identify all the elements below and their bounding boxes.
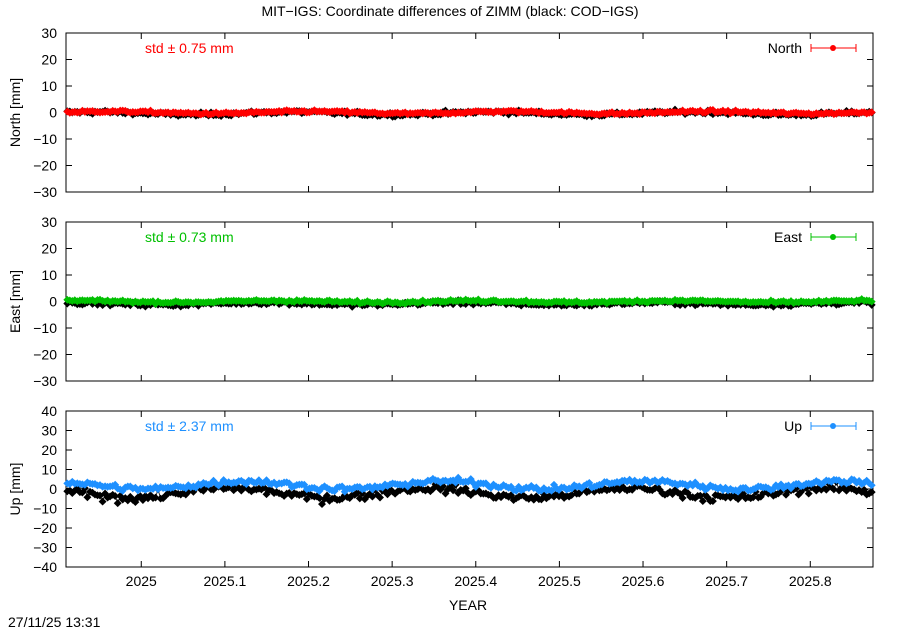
y-tick-label: 0 bbox=[49, 481, 57, 497]
legend-label: East bbox=[774, 229, 802, 245]
y-tick-label: −20 bbox=[33, 347, 57, 363]
y-tick-label: 40 bbox=[41, 403, 57, 419]
data-point bbox=[315, 494, 324, 502]
std-label: std ± 0.75 mm bbox=[145, 40, 234, 56]
panel-east: −30 −20 −10 0 10 20 30 East [mm] std ± 0.73 mm Ea… bbox=[7, 214, 876, 389]
y-tick-label: 30 bbox=[41, 423, 57, 439]
timestamp: 27/11/25 13:31 bbox=[8, 614, 101, 630]
legend-marker bbox=[830, 234, 836, 240]
data-point bbox=[867, 488, 876, 497]
y-tick-label: 30 bbox=[41, 25, 57, 41]
data-point bbox=[708, 497, 717, 506]
std-label: std ± 2.37 mm bbox=[145, 418, 234, 434]
y-tick-label: 30 bbox=[41, 214, 57, 230]
y-tick-label: 20 bbox=[41, 241, 57, 257]
y-tick-label: −30 bbox=[33, 373, 57, 389]
x-tick-label: 2025.5 bbox=[538, 573, 581, 589]
data-point bbox=[804, 489, 813, 498]
y-tick-label: 10 bbox=[41, 462, 57, 478]
panel-up: −40 −30 −20 −10 0 10 20 30 40 Up [mm] std ± 2.37 m… bbox=[7, 403, 876, 575]
x-axis-ticks: 2025 2025.1 2025.2 2025.3 2025.4 2025.5 2025.6… bbox=[126, 573, 832, 589]
y-tick-label: −20 bbox=[33, 520, 57, 536]
x-tick-label: 2025.3 bbox=[371, 573, 414, 589]
data-point bbox=[698, 497, 707, 506]
panels: −30 −20 −10 0 10 20 30 North [mm] std ± 0.75 mm N… bbox=[7, 25, 876, 575]
data-point bbox=[151, 493, 160, 502]
series-mit-igs bbox=[63, 105, 876, 119]
legend-label: North bbox=[768, 40, 802, 56]
y-tick-label: −10 bbox=[33, 131, 57, 147]
legend: Up bbox=[784, 418, 857, 434]
chart-title: MIT−IGS: Coordinate differences of ZIMM … bbox=[261, 3, 638, 19]
y-tick-label: 10 bbox=[41, 78, 57, 94]
x-tick-label: 2025.7 bbox=[705, 573, 748, 589]
series-mit-igs bbox=[63, 473, 876, 496]
x-tick-label: 2025.8 bbox=[789, 573, 832, 589]
x-tick-label: 2025.4 bbox=[454, 573, 497, 589]
y-tick-label: −30 bbox=[33, 540, 57, 556]
x-tick-label: 2025.2 bbox=[287, 573, 330, 589]
y-tick-label: 0 bbox=[49, 294, 57, 310]
legend-marker bbox=[830, 45, 836, 51]
data-point bbox=[867, 297, 876, 306]
legend-label: Up bbox=[784, 418, 802, 434]
data-point bbox=[829, 485, 838, 494]
y-tick-label: 20 bbox=[41, 442, 57, 458]
y-tick-label: −10 bbox=[33, 501, 57, 517]
y-tick-label: 20 bbox=[41, 52, 57, 68]
std-label: std ± 0.73 mm bbox=[145, 229, 234, 245]
y-tick-label: −20 bbox=[33, 158, 57, 174]
series-mit-igs bbox=[63, 295, 876, 309]
panel-north: −30 −20 −10 0 10 20 30 North [mm] std ± 0.75 mm N… bbox=[7, 25, 876, 200]
y-tick-label: −40 bbox=[33, 559, 57, 575]
x-tick-label: 2025 bbox=[126, 573, 157, 589]
y-axis-label: North [mm] bbox=[7, 78, 23, 147]
legend-marker bbox=[830, 423, 836, 429]
series-cod-igs bbox=[63, 477, 876, 509]
y-tick-label: 10 bbox=[41, 267, 57, 283]
legend: East bbox=[774, 229, 857, 245]
y-axis-label: Up [mm] bbox=[7, 463, 23, 516]
y-axis-label: East [mm] bbox=[7, 270, 23, 333]
y-tick-label: −30 bbox=[33, 184, 57, 200]
y-tick-label: −10 bbox=[33, 320, 57, 336]
x-axis-label: YEAR bbox=[449, 597, 487, 613]
x-tick-label: 2025.6 bbox=[622, 573, 665, 589]
data-point bbox=[376, 493, 384, 502]
x-tick-label: 2025.1 bbox=[203, 573, 246, 589]
y-tick-label: 0 bbox=[49, 105, 57, 121]
legend: North bbox=[768, 40, 857, 56]
